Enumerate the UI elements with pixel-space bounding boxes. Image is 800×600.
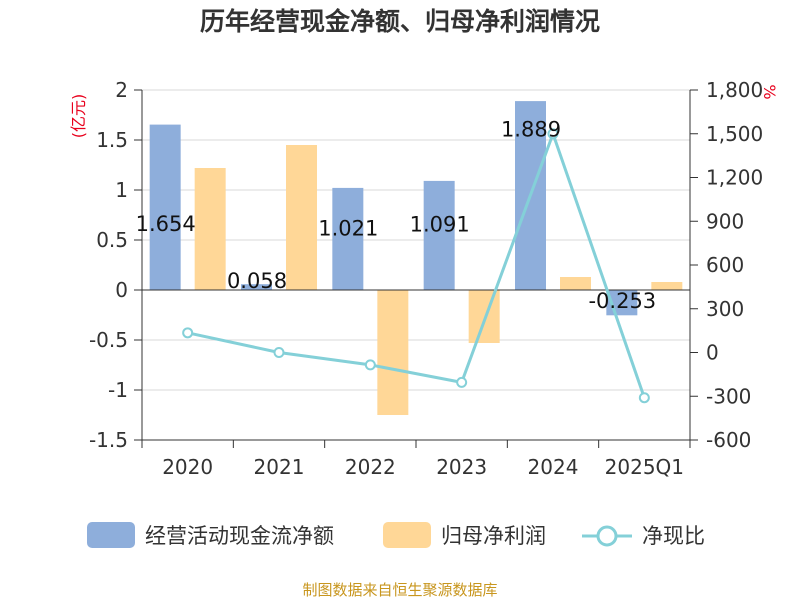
bar-cashflow: [332, 187, 364, 290]
bar-netprofit: [286, 145, 317, 290]
bar-netprofit: [377, 290, 409, 415]
ratio-point: [364, 359, 376, 371]
y-right-tick-label: 300: [706, 297, 744, 321]
bar-netprofit: [651, 282, 683, 290]
data-labels: 1.654 0.058 1.021 1.091 1.889 -0.253: [136, 117, 657, 313]
bar-netprofit: [560, 277, 591, 290]
data-label-cashflow: -0.253: [588, 289, 656, 313]
legend-label-netprofit: 归母净利润: [441, 524, 546, 548]
legend-marker-ratio: [596, 525, 618, 547]
y-left-tick-label: -0.5: [89, 328, 128, 352]
ratio-line: [182, 128, 650, 404]
bar-netprofit: [194, 168, 226, 290]
x-tick-label: 2024: [528, 455, 579, 479]
bar-cashflow: [149, 124, 181, 290]
y-left-tick-label: 2: [115, 78, 128, 102]
bar-cashflow: [423, 180, 455, 290]
y-left-tick-label: 1.5: [96, 128, 128, 152]
chart-title: 历年经营现金净额、归母净利润情况: [200, 7, 600, 36]
axes: 2 1.5 1 0.5 0 -0.5 -1 -1.5 1,800 1,500 1,200 900 600…: [89, 78, 763, 479]
legend-swatch-cashflow: [87, 522, 135, 548]
y-left-tick-label: -1.5: [89, 428, 128, 452]
y-right-tick-label: 600: [706, 253, 744, 277]
legend-swatch-netprofit: [383, 522, 431, 548]
y-right-tick-label: -600: [706, 428, 751, 452]
legend-label-ratio: 净现比: [642, 524, 705, 548]
bar-cashflow: [241, 284, 272, 290]
y-right-tick-label: 1,200: [706, 166, 763, 190]
ratio-point: [182, 327, 194, 339]
x-tick-label: 2021: [254, 455, 305, 479]
ratio-point: [273, 347, 285, 358]
data-label-cashflow: 1.889: [501, 117, 561, 141]
bar-netprofit: [468, 290, 500, 343]
ratio-point: [456, 376, 468, 388]
ratio-point: [638, 392, 650, 404]
y-right-tick-label: 1,500: [706, 122, 763, 146]
y-left-tick-label: 0.5: [96, 228, 128, 252]
y-right-tick-label: -300: [706, 384, 751, 408]
y-left-tick-label: 0: [115, 278, 128, 302]
y-right-unit: %: [760, 84, 779, 99]
data-label-cashflow: 0.058: [227, 269, 287, 293]
bars: [149, 101, 683, 415]
y-left-tick-label: -1: [108, 378, 128, 402]
source-note: 制图数据来自恒生聚源数据库: [302, 581, 497, 599]
legend: 经营活动现金流净额 归母净利润 净现比: [87, 522, 705, 548]
y-left-tick-label: 1: [115, 178, 128, 202]
data-label-cashflow: 1.654: [136, 212, 196, 236]
data-label-cashflow: 1.091: [410, 213, 470, 237]
y-right-tick-label: 900: [706, 209, 744, 233]
y-right-tick-label: 1,800: [706, 78, 763, 102]
legend-label-cashflow: 经营活动现金流净额: [145, 524, 334, 548]
x-tick-label: 2020: [162, 455, 213, 479]
ratio-line-path: [187, 132, 646, 399]
x-tick-label: 2025Q1: [605, 455, 684, 479]
y-right-tick-label: 0: [706, 341, 719, 365]
data-label-cashflow: 1.021: [318, 217, 378, 241]
x-tick-label: 2023: [436, 455, 487, 479]
y-left-unit: (亿元): [69, 94, 88, 139]
x-tick-label: 2022: [345, 455, 396, 479]
ratio-point: [547, 128, 559, 140]
